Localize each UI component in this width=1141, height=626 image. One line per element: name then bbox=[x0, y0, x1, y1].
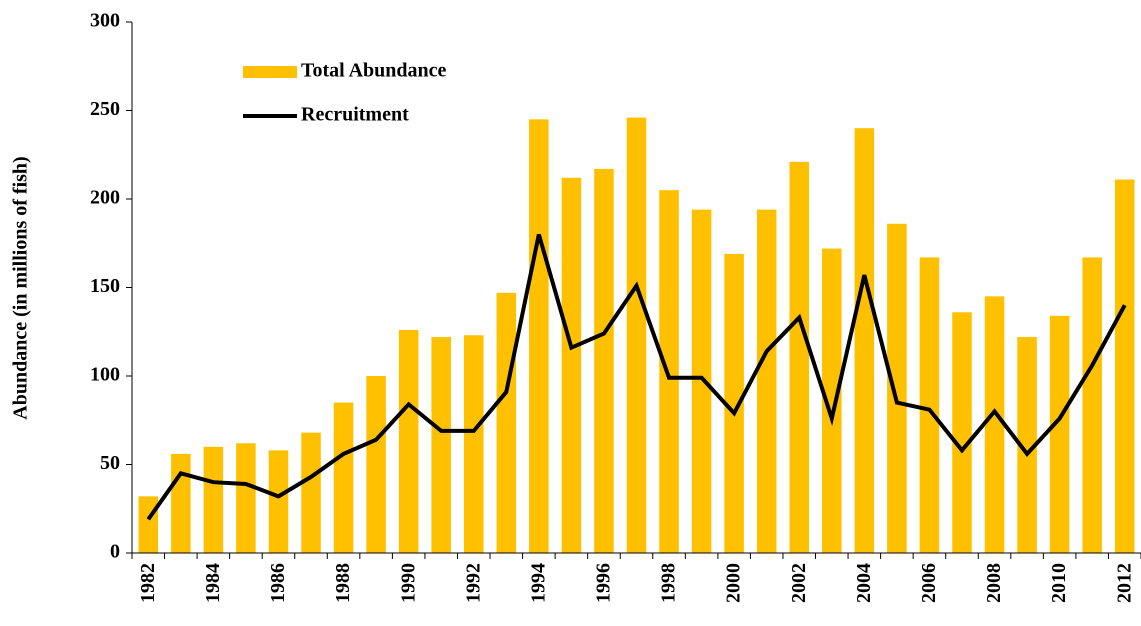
bar bbox=[984, 296, 1005, 553]
x-tick-label: 1986 bbox=[267, 563, 289, 603]
bar bbox=[366, 376, 386, 553]
y-tick-label: 50 bbox=[100, 452, 120, 474]
x-tick-label: 1994 bbox=[527, 563, 549, 603]
x-tick-label: 1998 bbox=[658, 563, 680, 603]
y-tick-label: 200 bbox=[90, 187, 120, 209]
x-tick-label: 1984 bbox=[202, 563, 224, 603]
x-tick-label: 2010 bbox=[1048, 563, 1070, 603]
bar bbox=[236, 443, 256, 553]
x-tick-label: 1982 bbox=[137, 563, 159, 603]
y-tick-label: 0 bbox=[110, 541, 120, 563]
bar bbox=[171, 453, 191, 553]
bar bbox=[138, 496, 159, 553]
bar bbox=[496, 292, 517, 553]
x-tick-label: 2000 bbox=[723, 563, 745, 603]
x-tick-label: 1996 bbox=[593, 563, 615, 603]
bar bbox=[561, 177, 582, 553]
legend-label: Total Abundance bbox=[301, 60, 447, 82]
bar bbox=[724, 253, 744, 553]
x-tick-label: 2008 bbox=[983, 563, 1005, 603]
line bbox=[146, 233, 1127, 521]
bar bbox=[854, 128, 875, 553]
legend-swatch bbox=[243, 66, 297, 78]
bar bbox=[1082, 257, 1102, 553]
y-tick-label: 250 bbox=[90, 98, 120, 120]
bar bbox=[1049, 315, 1070, 553]
y-tick-label: 150 bbox=[90, 275, 120, 297]
bar bbox=[1017, 337, 1037, 553]
x-tick-label: 2004 bbox=[853, 563, 875, 603]
bar bbox=[887, 223, 907, 553]
x-tick-label: 1988 bbox=[332, 563, 354, 603]
bar bbox=[822, 248, 842, 553]
legend-label: Recruitment bbox=[301, 104, 409, 126]
bar bbox=[398, 329, 419, 553]
y-tick-label: 100 bbox=[90, 364, 120, 386]
bar bbox=[431, 337, 451, 553]
x-tick-label: 2002 bbox=[788, 563, 810, 603]
x-tick-label: 2012 bbox=[1113, 563, 1135, 603]
bar bbox=[529, 119, 549, 553]
x-tick-label: 1992 bbox=[462, 563, 484, 603]
bar bbox=[691, 209, 712, 553]
bar bbox=[333, 402, 354, 553]
bar bbox=[463, 335, 484, 553]
x-tick-label: 2006 bbox=[918, 563, 940, 603]
bar bbox=[268, 450, 289, 553]
y-axis-label: Abundance (in millions of fish) bbox=[10, 156, 32, 419]
y-tick-label: 300 bbox=[90, 10, 120, 32]
bar bbox=[626, 117, 647, 553]
bar bbox=[659, 190, 679, 553]
bar bbox=[594, 168, 614, 553]
bar bbox=[789, 161, 810, 553]
bar bbox=[301, 432, 321, 553]
bar bbox=[952, 312, 972, 553]
bar bbox=[203, 446, 224, 553]
x-tick-label: 1990 bbox=[397, 563, 419, 603]
bar bbox=[1114, 179, 1135, 553]
bar bbox=[919, 257, 940, 553]
bar bbox=[756, 209, 777, 553]
